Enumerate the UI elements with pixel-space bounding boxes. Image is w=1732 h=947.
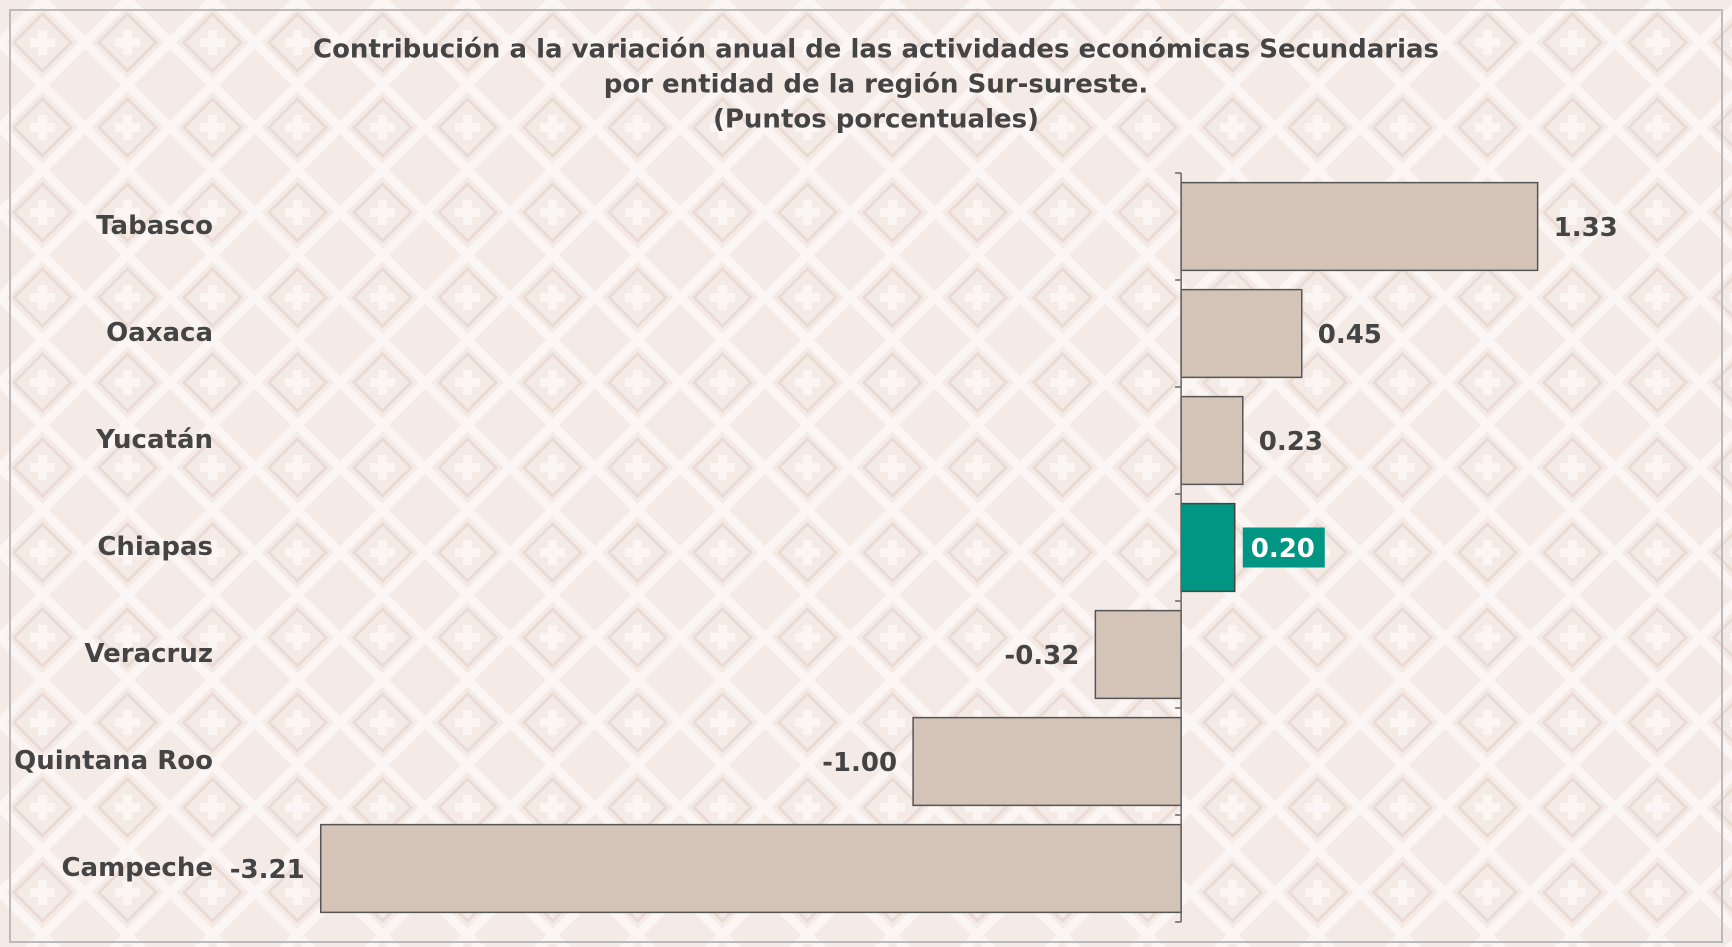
bar <box>319 823 1182 914</box>
bar <box>1180 502 1236 593</box>
y-tick-label: Veracruz <box>84 639 213 669</box>
y-tick-label: Campeche <box>61 853 213 883</box>
value-label: 1.33 <box>1554 213 1618 243</box>
bar <box>1180 395 1244 486</box>
y-tick-label: Tabasco <box>96 211 213 241</box>
value-label: -3.21 <box>230 855 305 885</box>
y-tick-label: Quintana Roo <box>14 746 213 776</box>
bar <box>1180 288 1303 379</box>
y-tick-label: Yucatán <box>95 425 213 455</box>
chart-subtitle: (Puntos porcentuales) <box>713 105 1039 135</box>
y-tick-label: Oaxaca <box>106 318 213 348</box>
bar <box>1180 181 1539 272</box>
value-label: 0.20 <box>1251 534 1315 564</box>
y-tick-label: Chiapas <box>97 532 213 562</box>
bar <box>1094 609 1182 700</box>
value-label: 0.45 <box>1318 320 1382 350</box>
value-label: -1.00 <box>822 748 897 778</box>
value-label-box <box>1242 527 1325 568</box>
frame <box>9 9 1723 943</box>
bar <box>912 716 1182 807</box>
value-label: -0.32 <box>1004 641 1079 671</box>
chart-title: por entidad de la región Sur-sureste. <box>604 70 1149 100</box>
chart-title: Contribución a la variación anual de las… <box>313 35 1439 65</box>
value-label: 0.23 <box>1259 427 1323 457</box>
